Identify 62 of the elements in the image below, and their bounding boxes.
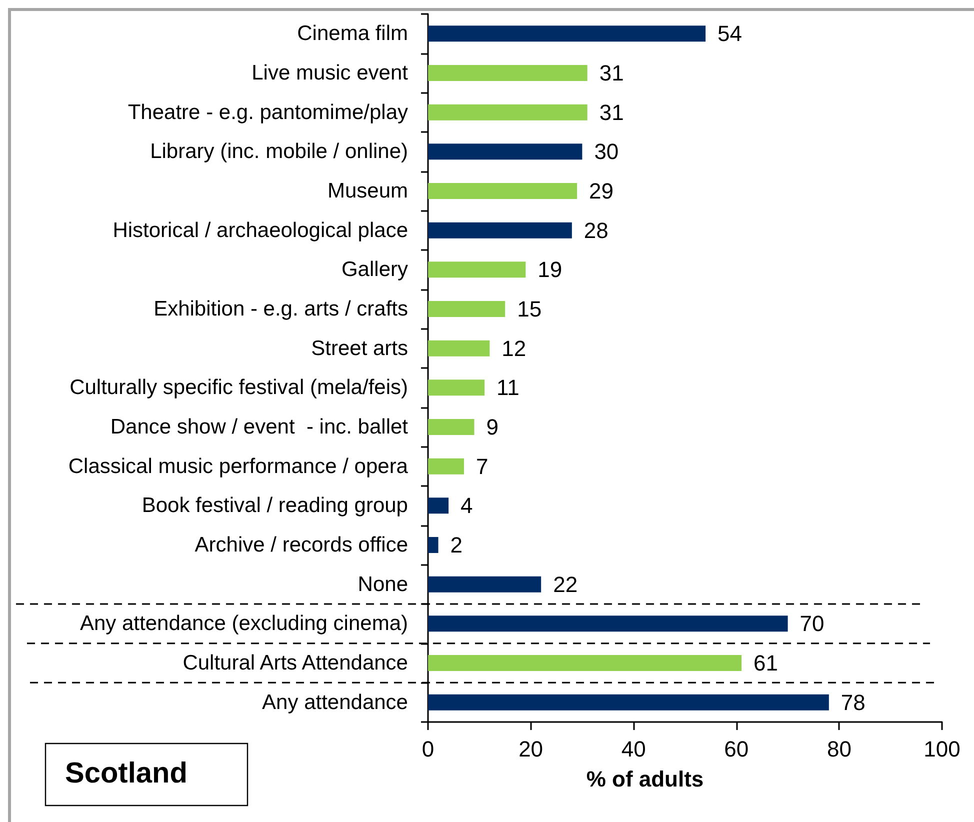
y-tick-label: Cinema film: [297, 22, 408, 46]
y-tick-label: Historical / archaeological place: [112, 218, 408, 242]
y-tick-label: Archive / records office: [194, 534, 408, 556]
data-label: 30: [594, 139, 619, 164]
y-tick-label: Cultural Arts Attendance: [182, 652, 408, 674]
x-tick-label: 40: [621, 736, 646, 762]
y-tick-label: Library (inc. mobile / online): [150, 140, 408, 164]
bar: [428, 576, 542, 592]
y-tick-label: Dance show / event - inc. ballet: [110, 416, 408, 438]
data-label: 22: [553, 572, 578, 597]
data-label: 31: [599, 60, 624, 86]
bar: [428, 616, 788, 632]
x-tick-label: 100: [924, 736, 960, 762]
x-tick-label: 0: [422, 736, 434, 762]
x-tick-label: 20: [518, 736, 544, 762]
bar: [428, 222, 572, 238]
data-label: 78: [840, 690, 866, 715]
data-label: 29: [589, 178, 614, 204]
bar: [428, 655, 742, 671]
x-tick-label: 80: [826, 736, 852, 762]
bar: [428, 498, 449, 514]
bar: [428, 537, 438, 553]
bar: [428, 458, 464, 474]
y-tick-label: Any attendance (excluding cinema): [80, 612, 408, 636]
data-label: 4: [460, 493, 473, 518]
bar: [428, 26, 706, 42]
y-tick-label: Street arts: [311, 336, 408, 360]
data-label: 11: [496, 375, 520, 400]
bar: [428, 340, 490, 356]
bar: [428, 144, 582, 160]
y-tick-label: Culturally specific festival (mela/feis): [70, 376, 408, 400]
y-tick-label: Any attendance: [262, 690, 408, 714]
data-label: 9: [486, 414, 499, 440]
bar: [428, 694, 829, 710]
bar: [428, 380, 485, 396]
text: Scotland: [65, 758, 188, 790]
bar: [428, 301, 506, 317]
x-axis-title: % of adults: [586, 766, 704, 792]
x-tick-label: 60: [724, 736, 749, 762]
data-label: 28: [584, 218, 608, 243]
y-tick-label: Gallery: [341, 258, 408, 282]
y-tick-label: Book festival / reading group: [142, 494, 408, 518]
data-label: 31: [599, 100, 624, 125]
y-tick-label: Exhibition - e.g. arts / crafts: [154, 298, 408, 320]
data-label: 15: [517, 296, 542, 322]
data-label: 2: [450, 532, 463, 558]
data-label: 70: [800, 611, 824, 636]
y-tick-label: Museum: [327, 180, 408, 202]
data-label: 7: [476, 454, 488, 479]
bar: [428, 65, 588, 81]
data-label: 19: [538, 257, 562, 282]
bar: [428, 104, 588, 120]
bar: [428, 419, 474, 435]
data-label: 61: [754, 650, 778, 676]
y-tick-label: Theatre - e.g. pantomime/play: [128, 100, 408, 124]
bar: [428, 183, 578, 199]
y-tick-label: None: [358, 572, 408, 596]
data-label: 12: [502, 336, 526, 361]
y-tick-label: Classical music performance / opera: [68, 454, 408, 478]
bar: [428, 262, 526, 278]
y-tick-label: Live music event: [252, 62, 408, 84]
data-label: 54: [718, 21, 742, 46]
